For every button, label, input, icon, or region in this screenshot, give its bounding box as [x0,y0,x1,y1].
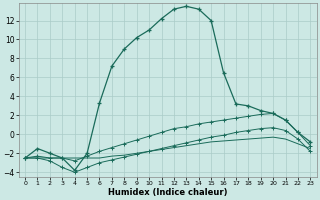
X-axis label: Humidex (Indice chaleur): Humidex (Indice chaleur) [108,188,228,197]
